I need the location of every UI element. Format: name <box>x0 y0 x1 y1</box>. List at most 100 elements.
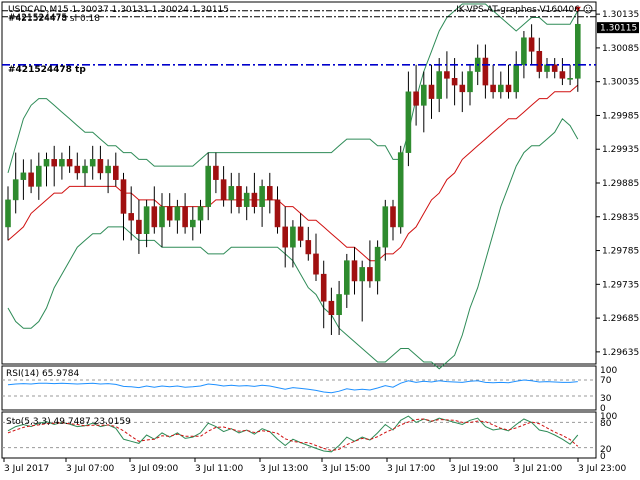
sl-order-label: #421524478 sl 0.18 <box>8 14 100 24</box>
time-axis: 3 Jul 2017 3 Jul 07:00 3 Jul 09:00 3 Jul 11… <box>3 458 627 474</box>
candle <box>528 24 535 65</box>
candle <box>82 159 88 187</box>
smiley-icon[interactable] <box>583 4 593 14</box>
candle <box>359 260 366 322</box>
candle <box>12 152 19 214</box>
candlesticks <box>5 10 581 335</box>
candle <box>343 253 350 308</box>
order-arrow-icon <box>574 6 581 12</box>
candle <box>328 287 335 335</box>
tp-order-label: #421524478 tp <box>8 65 86 75</box>
candle <box>59 152 65 180</box>
rsi-level-70: 70 <box>600 376 612 386</box>
candle <box>490 64 496 99</box>
price-tick-label: 1.29635 <box>602 348 639 358</box>
candle <box>151 186 158 234</box>
candle <box>35 152 42 200</box>
rsi-level-30: 30 <box>600 394 612 404</box>
candle <box>97 145 104 180</box>
candle <box>513 51 520 99</box>
candle <box>428 64 435 119</box>
symbol-info-label: USDCAD,M15 1.30037 1.30131 1.30024 1.301… <box>8 5 229 15</box>
price-tick-label: 1.29935 <box>602 145 639 155</box>
sto-label: Sto(5,3,3) 49.7487 23.0159 <box>6 417 131 427</box>
candle <box>290 220 296 268</box>
time-tick-label: 3 Jul 09:00 <box>130 464 179 474</box>
candle <box>397 145 404 234</box>
candle <box>51 145 58 187</box>
candle <box>559 58 566 86</box>
time-tick-label: 3 Jul 07:00 <box>66 464 115 474</box>
candle <box>497 71 504 99</box>
candle <box>320 260 327 329</box>
time-tick-label: 3 Jul 11:00 <box>195 464 244 474</box>
candle <box>297 213 304 248</box>
order-lines[interactable] <box>2 6 596 66</box>
candle <box>236 172 242 214</box>
candle <box>28 159 34 194</box>
candle <box>467 64 473 106</box>
candle <box>174 199 181 234</box>
candle <box>20 159 27 200</box>
rsi-indicator <box>2 379 596 397</box>
time-tick-label: 3 Jul 19:00 <box>450 464 499 474</box>
candle <box>166 193 173 227</box>
candle <box>128 186 134 241</box>
price-tick-label: 1.30085 <box>602 44 639 54</box>
sto-level-20: 20 <box>600 445 612 455</box>
candle <box>451 58 458 106</box>
stochastic-indicator <box>2 415 596 453</box>
candle <box>336 280 342 335</box>
candle <box>482 44 489 99</box>
price-tick-label: 1.30135 <box>602 10 639 20</box>
candle <box>259 179 265 227</box>
time-tick-label: 3 Jul 15:00 <box>322 464 371 474</box>
candle <box>213 152 219 194</box>
sto-level-80: 80 <box>600 419 612 429</box>
sl-overlap-label: #421524475 <box>8 13 67 23</box>
candle <box>136 199 142 254</box>
candle <box>105 159 111 194</box>
candle <box>536 37 543 79</box>
sto-k-line <box>7 415 579 453</box>
main-chart-frame <box>1 1 597 365</box>
time-tick-label: 3 Jul 13:00 <box>260 464 309 474</box>
candle <box>43 152 50 187</box>
candle <box>413 64 419 126</box>
candle <box>120 172 127 241</box>
candle <box>251 172 258 214</box>
candle <box>243 186 250 221</box>
candle <box>551 58 558 79</box>
sto-level-100: 100 <box>600 412 617 422</box>
candle <box>444 51 450 99</box>
rsi-panel-frame <box>1 365 597 411</box>
rsi-level-0: 0 <box>600 404 606 414</box>
price-tick-label: 1.29685 <box>602 314 639 324</box>
candle <box>567 64 573 86</box>
candle <box>420 71 427 133</box>
candle <box>305 226 312 261</box>
candle <box>66 145 73 173</box>
candle <box>382 199 389 261</box>
candle <box>74 152 81 180</box>
candle <box>374 240 381 295</box>
bb-upper-line <box>7 3 579 174</box>
time-tick-label: 3 Jul 2017 <box>4 464 49 474</box>
candle <box>182 193 188 234</box>
candle <box>143 199 150 248</box>
current-price-marker <box>597 22 639 34</box>
current-price-label: 1.30115 <box>600 24 637 34</box>
candle <box>351 247 358 295</box>
rsi-level-100: 100 <box>600 366 617 376</box>
candle <box>197 199 204 234</box>
candle <box>190 206 196 241</box>
sto-panel-frame <box>1 411 597 459</box>
candle <box>544 58 550 79</box>
candle <box>5 186 11 241</box>
candle <box>220 166 227 207</box>
sto-level-0: 0 <box>600 452 606 462</box>
candle <box>266 172 273 214</box>
expert-name-label: IK-VPS-AT-graphes-V160406 <box>456 5 580 15</box>
candle <box>505 64 512 99</box>
